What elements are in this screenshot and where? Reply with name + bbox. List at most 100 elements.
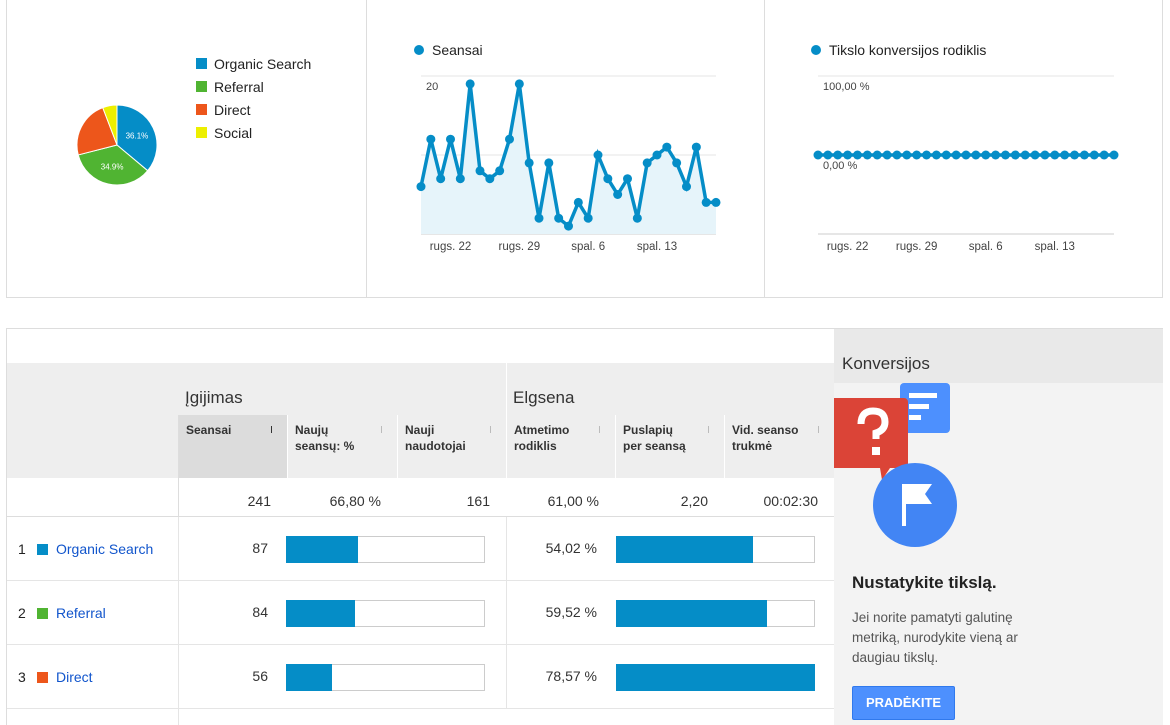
point [961, 150, 971, 160]
divider [764, 0, 765, 298]
legend-label: Referral [214, 79, 264, 95]
legend-label: Social [214, 125, 252, 141]
column-header hdr: Naujų seansų: % [295, 423, 355, 453]
sessions-value num: 56 [252, 668, 268, 684]
bounce-bar [616, 664, 815, 691]
point [862, 150, 872, 160]
bounce-bar [616, 600, 767, 627]
pie-slice [77, 144, 149, 186]
divider [366, 0, 367, 298]
channel-swatch [37, 608, 48, 619]
point [1089, 150, 1099, 160]
x-tick-label: spal. 13 [637, 241, 677, 253]
col-sep [178, 415, 179, 517]
goal-panel-header [834, 329, 1163, 383]
point [416, 182, 426, 192]
row-label-sep [178, 478, 179, 517]
point [1030, 150, 1040, 160]
chat-line [909, 404, 929, 409]
x-tick-label: spal. 6 [571, 241, 605, 253]
sessions-value num: 84 [252, 604, 268, 620]
sort-arrow [381, 426, 382, 433]
channel-link[interactable]: Organic Search [56, 541, 154, 557]
col-sep [506, 645, 507, 709]
point [912, 150, 922, 160]
legend-swatch [196, 127, 207, 138]
point [813, 150, 823, 160]
channel-swatch [37, 544, 48, 555]
flag-icon [873, 463, 957, 547]
column-header hdr: Vid. seanso trukmė [732, 423, 799, 453]
rank: 2 [18, 605, 26, 621]
point [524, 158, 534, 168]
flag [902, 484, 932, 526]
rank: 1 [18, 541, 26, 557]
goal-illustration [834, 383, 957, 547]
row-border [7, 516, 834, 517]
top-panel [6, 0, 1163, 298]
point [902, 150, 912, 160]
goal-text: Jei norite pamatyti galutinę metriką, nu… [852, 610, 1018, 665]
bounce-value: 78,57 % [545, 668, 597, 684]
col-sep [506, 415, 507, 517]
point [991, 150, 1001, 160]
sessions-bar [286, 664, 333, 691]
legend-swatch [196, 58, 207, 69]
point [1070, 150, 1080, 160]
point [573, 197, 583, 207]
legend-dot [414, 45, 424, 55]
point [554, 213, 564, 223]
point [691, 142, 701, 152]
pie-slice [102, 104, 118, 146]
col-sep [615, 415, 616, 517]
row-border [7, 580, 834, 581]
row-border [7, 708, 834, 709]
point [941, 150, 951, 160]
sort-arrow [271, 426, 272, 433]
column-header hdr: Seansai [186, 423, 232, 437]
column-header hdr: Nauji naudotojai [405, 423, 466, 453]
point [931, 150, 941, 160]
pie-slice [116, 104, 158, 172]
point [1010, 150, 1020, 160]
question-dot [872, 447, 880, 455]
row-border [7, 644, 834, 645]
bounce-value: 59,52 % [545, 604, 597, 620]
header-bg [7, 363, 834, 478]
total-value: 2,20 [680, 493, 708, 509]
x-tick-label: spal. 6 [969, 241, 1003, 253]
total-value: 61,00 % [547, 493, 599, 509]
point [495, 166, 505, 176]
channel-link[interactable]: Direct [56, 669, 93, 685]
column-header hdr: Puslapių per seansą [623, 423, 686, 453]
goal-title: Nustatykite tikslą. [852, 573, 997, 592]
group-label: Įgijimas [185, 388, 243, 407]
row-label-sep [178, 581, 179, 645]
sorted-col-bg [178, 415, 287, 478]
channel-link[interactable]: Referral [56, 605, 106, 621]
point [892, 150, 902, 160]
y-tick-label: 0,00 % [823, 160, 857, 172]
col-sep [397, 415, 398, 517]
point [701, 197, 711, 207]
legend-label: Direct [214, 102, 251, 118]
group-label: Elgsena [513, 388, 575, 407]
point [823, 150, 833, 160]
group-sep [506, 363, 507, 415]
point [564, 221, 573, 231]
chat-line [909, 415, 921, 420]
start-button[interactable]: PRADĖKITE [852, 686, 955, 720]
point [583, 213, 593, 223]
legend-swatch [196, 104, 207, 115]
total-value: 241 [247, 493, 271, 509]
row-label-sep [178, 645, 179, 709]
point [1099, 150, 1109, 160]
point [672, 158, 682, 168]
point [882, 150, 892, 160]
point [485, 174, 495, 184]
row-label-sep [178, 709, 179, 725]
question-icon [834, 398, 908, 480]
point [593, 150, 603, 160]
point [682, 182, 691, 192]
